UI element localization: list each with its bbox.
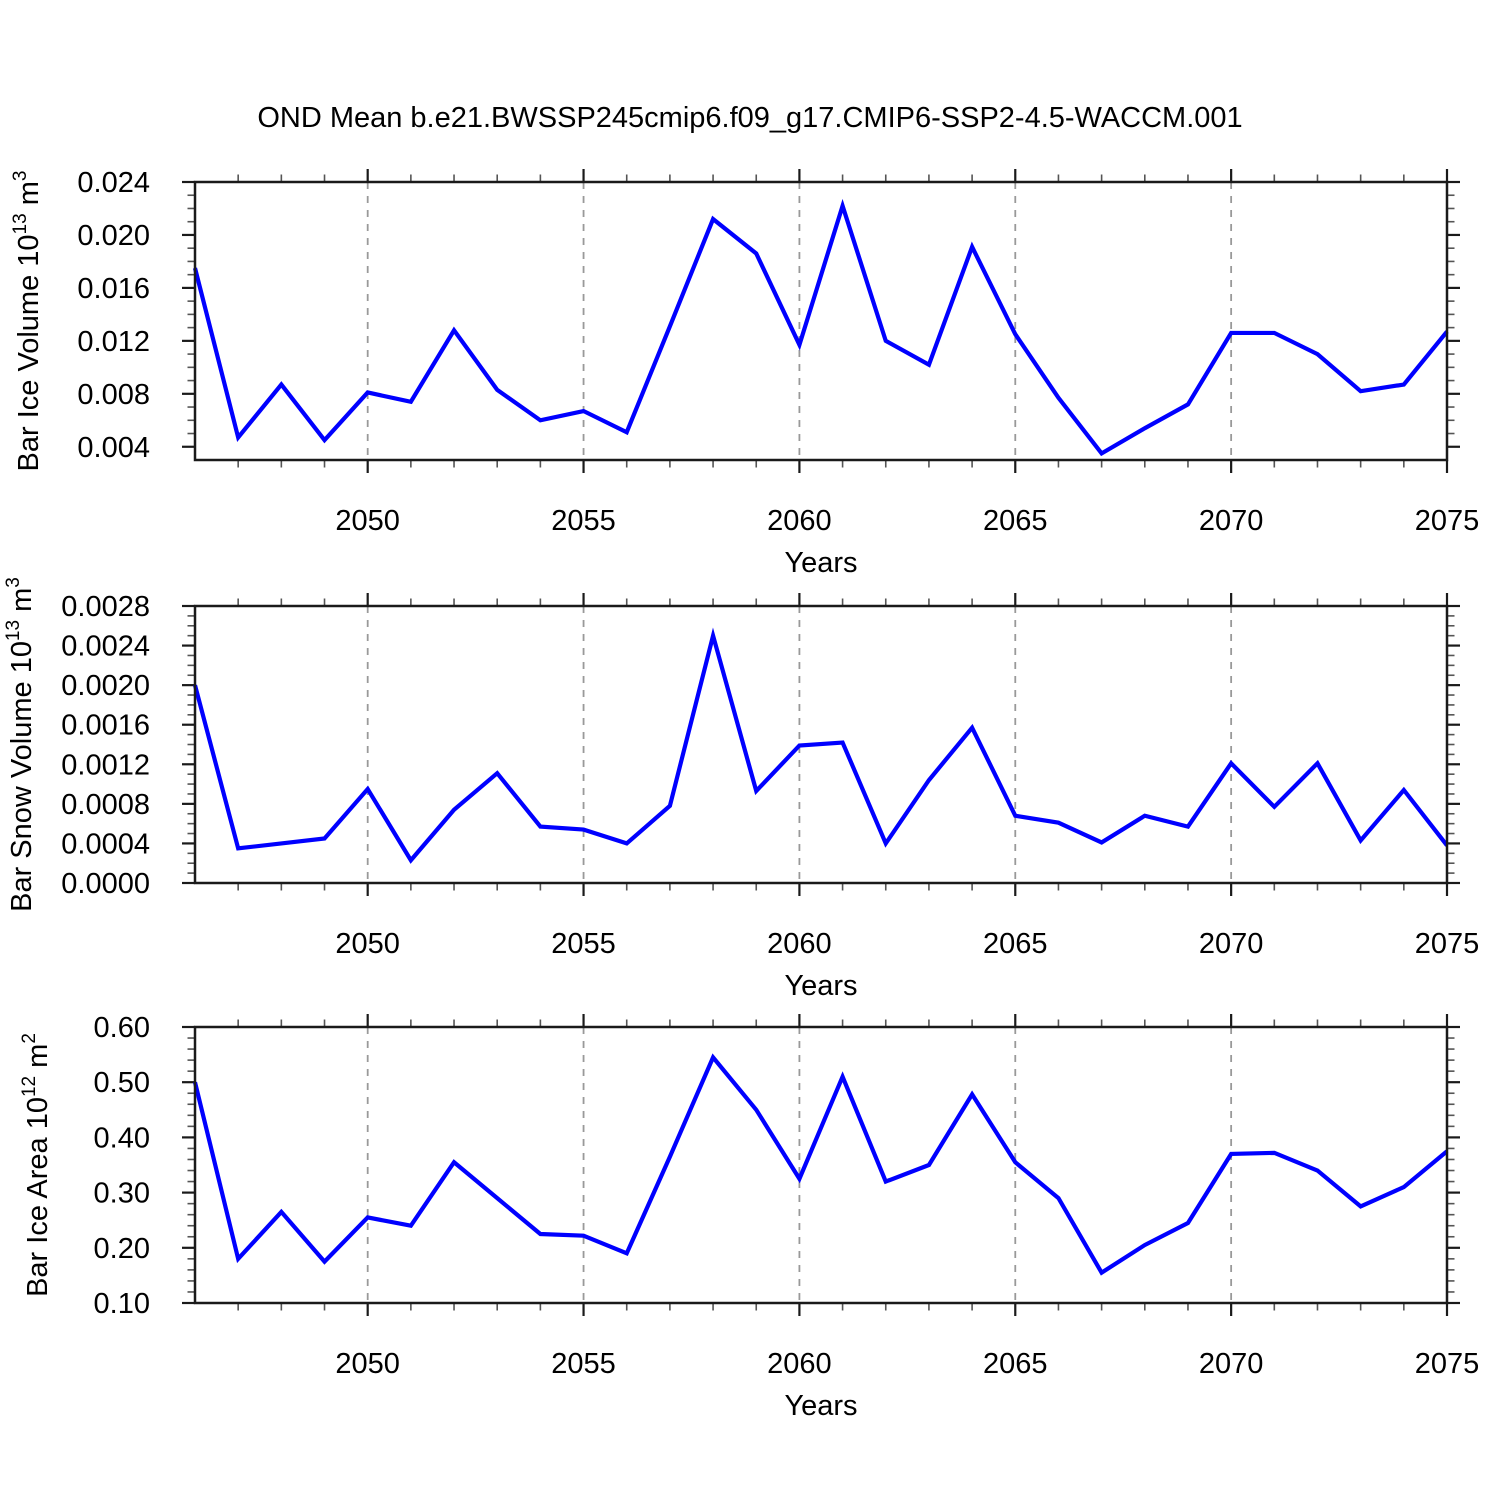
y-tick-label: 0.20 [94,1233,150,1265]
y-axis-title: Bar Ice Volume 1013 m3 [10,171,45,472]
y-tick-label: 0.0028 [61,591,150,623]
y-tick-label: 0.008 [77,379,150,411]
x-tick-label: 2065 [983,1348,1048,1380]
y-tick-label: 0.0024 [61,631,150,663]
panel-frame-snow-volume [193,604,1449,885]
y-tick-label: 0.10 [94,1288,150,1320]
panel-frame-ice-volume [193,180,1449,462]
x-tick-label: 2065 [983,505,1048,537]
y-tick-label: 0.0000 [61,868,150,900]
figure-title: OND Mean b.e21.BWSSP245cmip6.f09_g17.CMI… [257,102,1242,134]
y-tick-label: 0.024 [77,167,150,199]
x-tick-label: 2075 [1415,1348,1480,1380]
x-tick-label: 2055 [551,505,616,537]
y-tick-label: 0.30 [94,1178,150,1210]
y-tick-label: 0.004 [77,432,150,464]
y-axis-title: Bar Snow Volume 1013 m3 [3,577,38,912]
x-tick-label: 2070 [1199,505,1264,537]
y-tick-label: 0.012 [77,326,150,358]
x-tick-label: 2070 [1199,928,1264,960]
y-tick-label: 0.50 [94,1067,150,1099]
panels-group: 2050 2055 2060 2065 2070 2075 0.004 0.008 0.012 0… [3,167,1479,1422]
x-tick-label: 2060 [767,928,832,960]
x-tick-label: 2075 [1415,928,1480,960]
y-tick-label: 0.0008 [61,789,150,821]
series-line-snow-volume [192,627,1449,864]
y-axis-title: Bar Ice Area 1012 m2 [19,1033,54,1297]
y-tick-label: 0.0016 [61,710,150,742]
y-tick-label: 0.0020 [61,670,150,702]
y-tick-label: 0.020 [77,220,150,252]
series-line-ice-volume [192,198,1449,457]
x-tick-label: 2065 [983,928,1048,960]
x-tick-label: 2055 [551,1348,616,1380]
y-tick-label: 0.016 [77,273,150,305]
y-tick-label: 0.60 [94,1012,150,1044]
y-tick-label: 0.0012 [61,749,150,781]
x-tick-label: 2050 [335,1348,400,1380]
x-tick-label: 2075 [1415,505,1480,537]
panel-frame-ice-area [193,1025,1449,1305]
x-tick-label: 2070 [1199,1348,1264,1380]
x-tick-label: 2050 [335,505,400,537]
x-axis-title: Years [784,1390,857,1422]
y-tick-label: 0.40 [94,1122,150,1154]
x-tick-label: 2055 [551,928,616,960]
x-axis-title: Years [784,970,857,1002]
series-line-ice-area [192,1053,1449,1276]
x-tick-label: 2060 [767,505,832,537]
x-tick-label: 2060 [767,1348,832,1380]
y-tick-label: 0.0004 [61,828,150,860]
x-tick-label: 2050 [335,928,400,960]
x-axis-title: Years [784,547,857,579]
